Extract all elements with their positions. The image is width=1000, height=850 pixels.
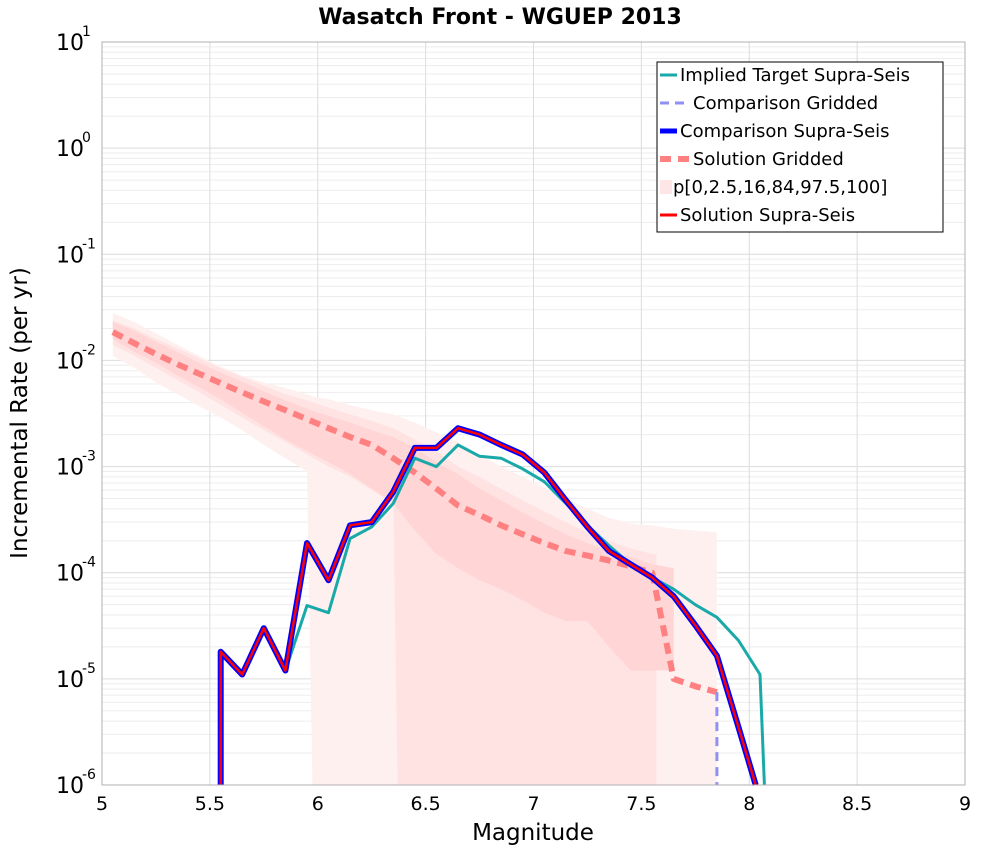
legend-label: Implied Target Supra-Seis bbox=[680, 65, 910, 86]
plot-frame bbox=[101, 41, 966, 786]
y-tick-exponent: -2 bbox=[82, 342, 96, 358]
legend-label: p[0,2.5,16,84,97.5,100] bbox=[673, 177, 887, 198]
y-tick-label: 10-4 bbox=[56, 555, 96, 587]
y-tick-exponent: -4 bbox=[82, 555, 96, 571]
band-p2.5-p97.5 bbox=[112, 320, 657, 785]
series-solution-supra-seis bbox=[219, 426, 757, 786]
x-tick-label: 6 bbox=[312, 793, 324, 815]
legend-item: Solution Gridded bbox=[660, 149, 844, 170]
legend-item: Comparison Gridded bbox=[660, 93, 878, 114]
chart-title: Wasatch Front - WGUEP 2013 bbox=[318, 5, 682, 30]
y-tick-base: 10 bbox=[56, 456, 84, 481]
y-tick-base: 10 bbox=[56, 562, 84, 587]
y-tick-label: 10-5 bbox=[56, 661, 96, 693]
x-axis-label: Magnitude bbox=[472, 820, 594, 846]
y-tick-label: 100 bbox=[56, 130, 91, 162]
y-tick-base: 10 bbox=[56, 31, 84, 56]
y-tick-label: 10-6 bbox=[56, 767, 96, 799]
legend-box bbox=[656, 61, 944, 233]
x-tick-label: 9 bbox=[959, 793, 971, 815]
x-tick-label: 6.5 bbox=[411, 793, 441, 815]
y-tick-label: 101 bbox=[56, 24, 91, 56]
legend-label: Solution Gridded bbox=[693, 149, 844, 170]
y-axis-label: Incremental Rate (per yr) bbox=[7, 267, 33, 559]
y-tick-base: 10 bbox=[56, 137, 84, 162]
y-tick-exponent: -5 bbox=[82, 661, 96, 677]
y-tick-exponent: -1 bbox=[82, 236, 96, 252]
y-tick-base: 10 bbox=[56, 349, 84, 374]
series-implied-target-supra-seis bbox=[219, 443, 766, 786]
y-tick-exponent: -3 bbox=[82, 449, 96, 465]
legend-swatch bbox=[660, 180, 672, 194]
legend-item: Comparison Supra-Seis bbox=[660, 121, 890, 142]
y-tick-base: 10 bbox=[56, 774, 84, 799]
legend-item: p[0,2.5,16,84,97.5,100] bbox=[660, 177, 887, 198]
x-tick-label: 5.5 bbox=[195, 793, 225, 815]
series-lines bbox=[111, 329, 766, 786]
legend: Implied Target Supra-Seis Comparison Grid… bbox=[656, 61, 944, 233]
x-tick-label: 5 bbox=[96, 793, 108, 815]
legend-item: Solution Supra-Seis bbox=[660, 205, 855, 226]
series-solution-gridded bbox=[111, 329, 718, 695]
legend-label: Solution Supra-Seis bbox=[680, 205, 855, 226]
x-tick-label: 7 bbox=[527, 793, 539, 815]
x-tick-label: 8.5 bbox=[842, 793, 872, 815]
y-tick-exponent: 1 bbox=[82, 24, 91, 40]
x-tick-label: 7.5 bbox=[626, 793, 656, 815]
y-tick-label: 10-1 bbox=[56, 236, 96, 268]
y-tick-exponent: -6 bbox=[82, 767, 96, 783]
x-tick-label: 8 bbox=[743, 793, 755, 815]
y-tick-base: 10 bbox=[56, 243, 84, 268]
legend-label: Comparison Gridded bbox=[693, 93, 878, 114]
y-tick-base: 10 bbox=[56, 668, 84, 693]
legend-item: Implied Target Supra-Seis bbox=[660, 65, 910, 86]
y-tick-label: 10-2 bbox=[56, 342, 96, 374]
y-tick-exponent: 0 bbox=[82, 130, 91, 146]
x-axis-ticks: 5 5.5 6 6.5 7 7.5 8 8.5 9 bbox=[96, 793, 971, 815]
legend-label: Comparison Supra-Seis bbox=[680, 121, 890, 142]
y-tick-label: 10-3 bbox=[56, 449, 96, 481]
